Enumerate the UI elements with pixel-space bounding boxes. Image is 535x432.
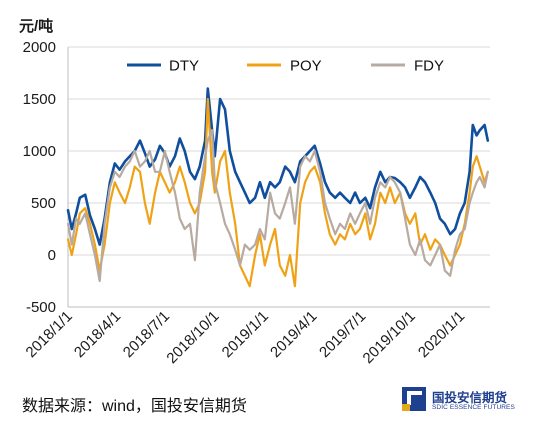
series-line-fdy [66, 129, 489, 283]
source-note: 数据来源：wind，国投安信期货 [22, 398, 247, 415]
x-tick-label: 2019/4/1 [267, 308, 320, 361]
logo-icon [402, 387, 426, 411]
series-lines [66, 87, 490, 288]
series-line-dty [66, 87, 490, 246]
legend-label-dty: DTY [169, 58, 199, 75]
logo: 国投安信期货 SDIC ESSENCE FUTURES [402, 386, 524, 416]
legend-item-fdy: FDY [371, 58, 444, 75]
x-tick-label: 2019/10/1 [360, 308, 419, 367]
logo-text-cn: 国投安信期货 [432, 391, 508, 405]
x-tick-label: 2020/1/1 [415, 308, 468, 361]
x-tick-label: 2018/10/1 [163, 308, 222, 367]
x-tick-label: 2019/1/1 [219, 308, 272, 361]
gridlines [68, 46, 490, 308]
legend-item-dty: DTY [127, 58, 199, 75]
y-tick-label: 1500 [23, 91, 56, 108]
y-tick-label: -500 [26, 299, 56, 316]
y-axis-title: 元/吨 [19, 18, 54, 35]
legend-label-fdy: FDY [414, 58, 444, 75]
y-tick-label: 500 [31, 195, 56, 212]
x-tick-label: 2018/4/1 [71, 308, 124, 361]
series-line-poy [66, 97, 489, 288]
legend: DTY POY FDY [127, 58, 444, 75]
logo-text-en: SDIC ESSENCE FUTURES [432, 404, 515, 411]
y-tick-label: 0 [48, 247, 56, 264]
legend-label-poy: POY [290, 58, 322, 75]
y-tick-label: 1000 [23, 143, 56, 160]
legend-item-poy: POY [247, 58, 322, 75]
y-tick-label: 2000 [23, 39, 56, 56]
